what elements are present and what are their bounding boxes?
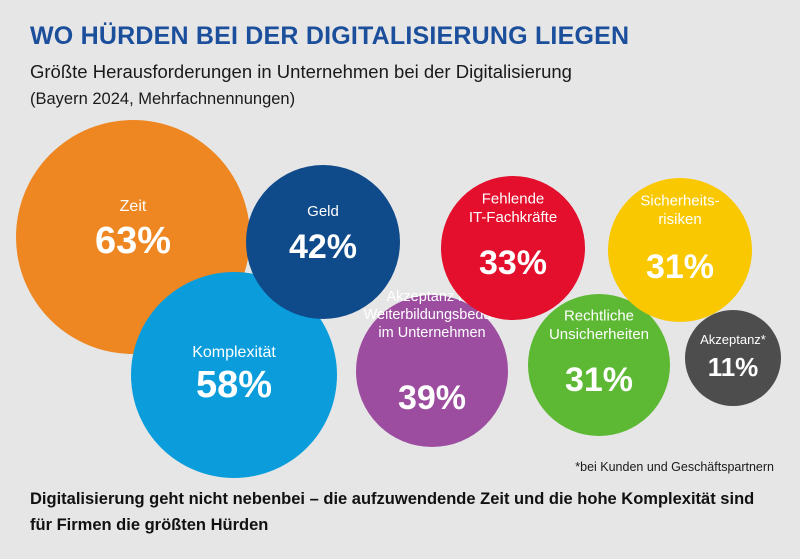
bubble-label-6-1: risiken [658, 211, 701, 228]
bubble-value-6: 31% [646, 248, 714, 286]
bubble-label-3-2: im Unternehmen [378, 325, 485, 341]
bubble-label-3-1: Weiterbildungsbedarf [364, 307, 502, 323]
bubble-6: Sicherheits-risiken 31% [608, 178, 752, 322]
bubble-value-2: 42% [289, 228, 357, 266]
bubble-label-7-0: Akzeptanz* [700, 332, 766, 347]
conclusion-text: Digitalisierung geht nicht nebenbei – di… [30, 490, 755, 534]
footnote: *bei Kunden und Geschäftspartnern [575, 460, 774, 474]
bubble-label-4-0: Fehlende [482, 190, 545, 207]
bubble-label-3-0: Akzeptanz bei [386, 289, 477, 305]
bubble-circle-5 [528, 294, 670, 436]
bubble-5: Rechtliche Unsicherheiten 31% [528, 294, 670, 436]
bubble-4: Fehlende IT-Fachkräfte 33% [441, 176, 585, 320]
bubble-value-7: 11% [708, 352, 759, 382]
bubble-value-3: 39% [398, 379, 466, 417]
chart-subtitle: Größte Herausforderungen in Unternehmen … [30, 61, 572, 82]
bubble-label-0-0: Zeit [120, 198, 147, 215]
bubble-circle-2 [246, 165, 400, 319]
bubble-label-5-0: Rechtliche [564, 307, 634, 324]
chart-subtitle-region-year: (Bayern 2024, Mehrfachnennungen) [30, 90, 296, 108]
bubble-label-4-1: IT-Fachkräfte [469, 209, 557, 226]
bubble-label-2-0: Geld [307, 203, 339, 220]
bubble-0: Zeit 63% [16, 120, 250, 354]
bubble-value-5: 31% [565, 361, 633, 399]
bubble-label-5-1: Unsicherheiten [549, 326, 649, 343]
bubble-value-1: 58% [196, 364, 272, 406]
bubble-circle-4 [441, 176, 585, 320]
bubble-circle-0 [16, 120, 250, 354]
bubble-value-4: 33% [479, 244, 547, 282]
bubble-circle-6 [608, 178, 752, 322]
bubble-circle-7 [685, 310, 781, 406]
bubble-circle-3 [356, 295, 508, 447]
chart-title: WO HÜRDEN BEI DER DIGITALISIERUNG LIEGEN [30, 22, 630, 50]
bubble-value-0: 63% [95, 220, 171, 262]
bubble-label-6-0: Sicherheits- [640, 192, 719, 209]
bubble-1: Komplexität 58% [131, 272, 337, 478]
bubble-label-1-0: Komplexität [192, 344, 276, 361]
bubble-3: Akzeptanz bei Weiterbildungsbedarf im Unte… [356, 289, 508, 447]
bubble-circle-1 [131, 272, 337, 478]
bubble-7: Akzeptanz* 11% [685, 310, 781, 406]
bubble-2: Geld 42% [246, 165, 400, 319]
